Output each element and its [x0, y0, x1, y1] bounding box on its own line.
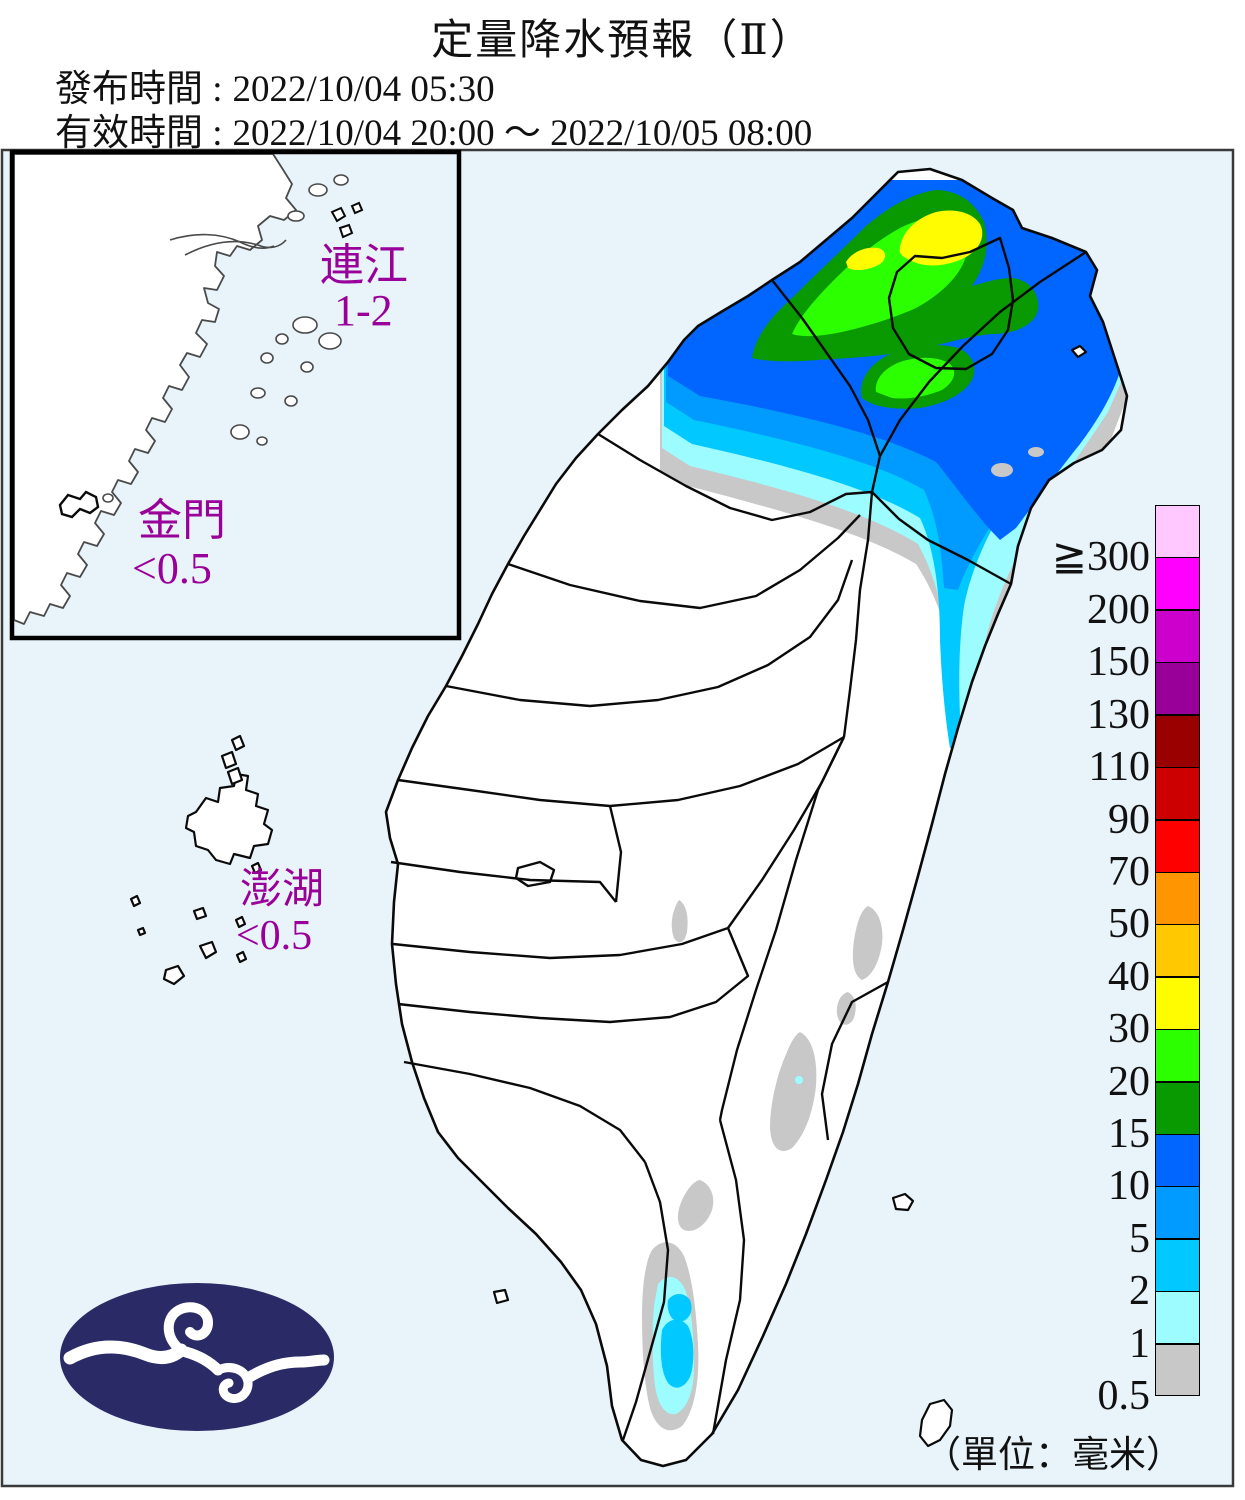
valid-time-row: 有效時間 :2022/10/04 20:00 ～ 2022/10/05 08:0… — [55, 102, 812, 156]
inset-map — [9, 149, 462, 641]
valid-time-value: 2022/10/04 20:00 ～ 2022/10/05 08:00 — [232, 113, 813, 154]
label-kinmen-name: 金門 — [138, 496, 226, 545]
legend-tick-label: 0.5 — [1097, 1373, 1151, 1419]
legend-color-block — [1155, 1134, 1200, 1187]
inset-border — [9, 149, 462, 641]
taiwan-island — [384, 167, 1129, 1468]
legend-color-block — [1155, 505, 1200, 558]
legend-tick-label: 10 — [1108, 1163, 1150, 1209]
label-kinmen-value: <0.5 — [132, 544, 212, 593]
legend-color-block — [1155, 1291, 1200, 1344]
legend-color-block — [1155, 662, 1200, 715]
legend-color-block — [1155, 767, 1200, 820]
legend-tick-label: 2 — [1129, 1268, 1150, 1314]
legend-tick-label: 15 — [1108, 1111, 1150, 1157]
legend-color-block — [1155, 610, 1200, 663]
legend-color-block — [1155, 1082, 1200, 1135]
label-lienchiang-name: 連江 — [320, 241, 408, 290]
valid-time-label: 有效時間 : — [55, 113, 223, 154]
legend-tick-label: 150 — [1087, 639, 1150, 685]
legend-color-block — [1155, 820, 1200, 873]
legend-tick-label: ≧300 — [1051, 534, 1150, 580]
issued-time-row: 發布時間 :2022/10/04 05:30 — [55, 58, 495, 112]
offshore-islands — [129, 344, 1088, 1448]
label-penghu-name: 澎湖 — [240, 867, 325, 913]
precipitation-shading — [642, 180, 1127, 1431]
label-penghu-value: <0.5 — [236, 913, 313, 959]
legend-color-block — [1155, 1186, 1200, 1239]
legend-tick-label: 20 — [1108, 1059, 1150, 1105]
legend-tick-label: 200 — [1087, 587, 1150, 633]
label-lienchiang-value: 1-2 — [334, 286, 393, 335]
legend-tick-label: 90 — [1108, 797, 1150, 843]
legend-tick-label: 40 — [1108, 954, 1150, 1000]
legend-tick-label: 1 — [1129, 1321, 1150, 1367]
legend-color-block — [1155, 557, 1200, 610]
issued-time-value: 2022/10/04 05:30 — [232, 69, 495, 110]
unit-note: （單位：毫米） — [924, 1435, 1183, 1476]
legend-tick-label: 110 — [1088, 744, 1150, 790]
legend-tick-label: 50 — [1108, 901, 1150, 947]
legend-color-block — [1155, 715, 1200, 768]
legend-color-block — [1155, 1029, 1200, 1082]
legend-color-block — [1155, 1239, 1200, 1292]
legend-tick-label: 30 — [1108, 1006, 1150, 1052]
legend-color-block — [1155, 1344, 1200, 1396]
issued-time-label: 發布時間 : — [55, 69, 223, 110]
page-title: 定量降水預報（Ⅱ） — [431, 18, 814, 64]
cwb-logo — [60, 1283, 334, 1431]
legend-color-block — [1155, 924, 1200, 977]
county-boundaries — [390, 236, 1087, 1441]
legend-tick-label: 70 — [1108, 849, 1150, 895]
legend-tick-label: 5 — [1129, 1216, 1150, 1262]
legend-color-block — [1155, 977, 1200, 1030]
legend-tick-label: 130 — [1087, 692, 1150, 738]
legend-color-block — [1155, 872, 1200, 925]
